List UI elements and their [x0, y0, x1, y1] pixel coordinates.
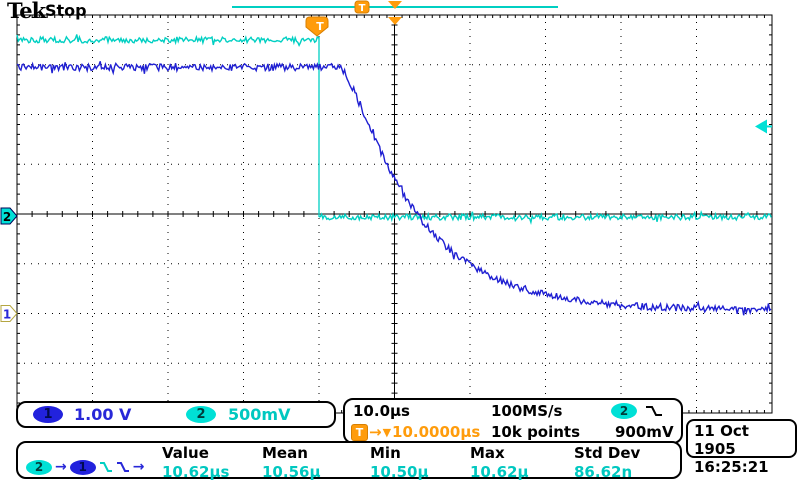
meas-label: Mean: [262, 444, 308, 462]
time-readout: 16:25:21: [694, 458, 769, 476]
date-readout: 11 Oct 1905: [694, 422, 749, 458]
falling-edge-ch2-icon: [99, 461, 112, 472]
meas-arrow-1: →: [55, 459, 67, 475]
meas-col-max: Max 10.62µ: [470, 444, 528, 480]
ch2-badge: 2: [186, 406, 216, 423]
trigger-level-readout: 900mV: [615, 423, 674, 441]
meas-to-ch1-badge: 1: [69, 459, 96, 475]
trigger-delay-readout: T → ▼ 10.0000µs: [351, 423, 480, 441]
acquisition-status: Stop: [45, 1, 87, 20]
ch2-scale-readout: 500mV: [228, 405, 291, 424]
trigger-slope-falling-icon: [646, 406, 662, 416]
ch2-trace-high: [16, 34, 320, 47]
position-marker-icon: ▼: [382, 425, 392, 439]
meas-col-value: Value 10.62µs: [162, 444, 229, 480]
record-trigger-t: T: [359, 3, 366, 14]
trigger-delay-value: 10.0000µs: [392, 423, 481, 441]
meas-label: Min: [370, 444, 401, 462]
ch-ground-marker-ch2: [0, 207, 18, 225]
meas-col-stddev: Std Dev 86.62n: [574, 444, 640, 480]
trigger-source-badge: 2: [611, 403, 637, 419]
ch-ground-label-ch2: 2: [3, 210, 11, 224]
horizontal-trigger-box: 10.0µs 100MS/s 2 T → ▼ 10.0000µs 10k poi…: [343, 398, 683, 444]
channel-scale-box: 1 1.00 V 2 500mV: [16, 401, 336, 428]
ch-ground-marker-ch1: [0, 305, 18, 322]
ch1-badge: 1: [33, 406, 63, 423]
measurement-bar: 2 → 1 → Value 10.62µs Mean 10.56µ Min 10…: [16, 441, 682, 480]
ch-ground-label-ch1: 1: [3, 308, 11, 322]
meas-value: 10.62µs: [162, 463, 230, 480]
meas-label: Value: [162, 444, 209, 462]
tek-logo: Tek: [7, 0, 46, 23]
measurement-source: 2 → 1 →: [26, 459, 144, 475]
timebase-readout: 10.0µs: [353, 402, 410, 420]
record-trigger-marker: [354, 0, 370, 14]
sample-rate-readout: 100MS/s: [491, 402, 563, 420]
meas-col-min: Min 10.50µ: [370, 444, 428, 480]
meas-value: 10.50µ: [370, 463, 429, 480]
trigger-level-arrow: [755, 119, 767, 134]
meas-value: 10.56µ: [262, 463, 321, 480]
ch1-trace: [16, 61, 772, 316]
meas-label: Std Dev: [574, 444, 641, 462]
meas-label: Max: [470, 444, 505, 462]
trigger-position-flag: [305, 16, 329, 37]
meas-arrow-2: →: [132, 459, 145, 475]
ch2-trace-low: [318, 209, 773, 225]
trigger-arrow: →: [369, 423, 382, 441]
record-length-readout: 10k points: [491, 423, 581, 441]
meas-value: 10.62µ: [470, 463, 529, 480]
ch1-scale-readout: 1.00 V: [74, 405, 132, 424]
falling-edge-ch1-icon: [116, 461, 129, 472]
trigger-flag-t: T: [316, 20, 324, 33]
meas-from-ch2-badge: 2: [26, 459, 52, 475]
meas-col-mean: Mean 10.56µ: [262, 444, 320, 480]
horizontal-position-marker-top: [388, 1, 402, 9]
trigger-t-icon: T: [351, 423, 368, 441]
horizontal-position-marker: [388, 17, 402, 25]
datetime-box: 11 Oct 1905 16:25:21: [686, 419, 797, 476]
meas-value: 86.62n: [574, 463, 633, 480]
